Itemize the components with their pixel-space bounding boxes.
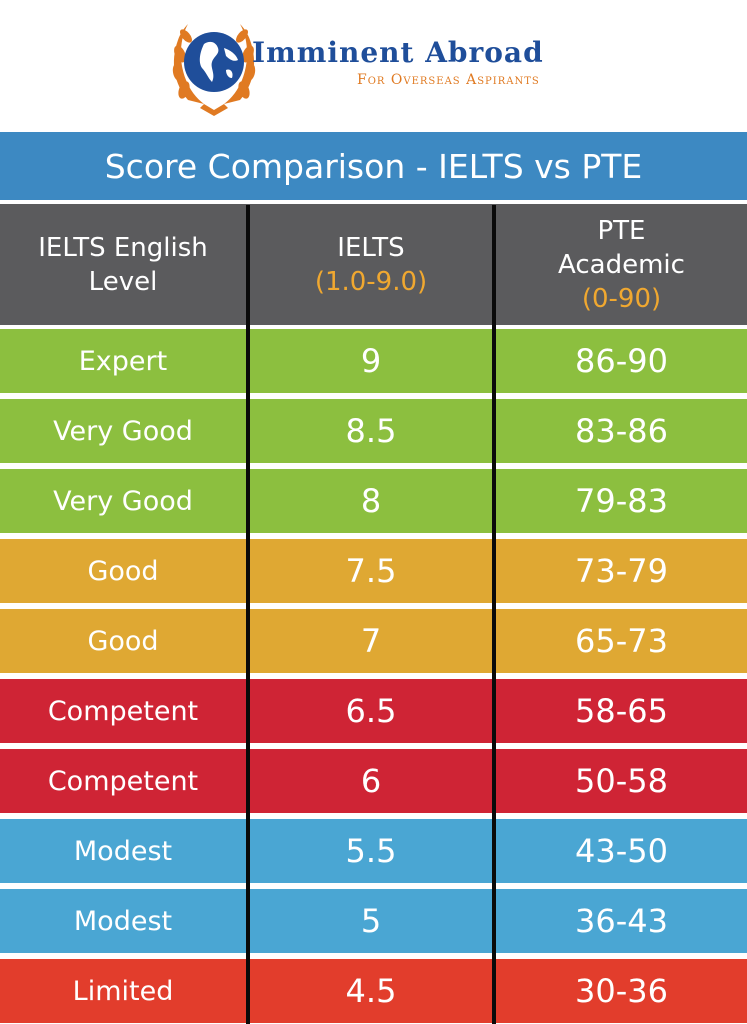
table-row: Good 7 65-73 bbox=[0, 609, 747, 673]
level-cell: Modest bbox=[73, 905, 173, 937]
level-cell: Limited bbox=[72, 975, 174, 1007]
table-row: Modest 5.5 43-50 bbox=[0, 819, 747, 883]
table-row: Very Good 8 79-83 bbox=[0, 469, 747, 533]
header-level-line-2: Level bbox=[88, 266, 158, 297]
table-row: Good 7.5 73-79 bbox=[0, 539, 747, 603]
table-header: IELTS English Level IELTS (1.0-9.0) PTE … bbox=[0, 200, 747, 329]
ielts-score-cell: 6 bbox=[360, 762, 382, 800]
page-title: Score Comparison - IELTS vs PTE bbox=[0, 132, 747, 200]
header-level-line-1: IELTS English bbox=[38, 232, 208, 263]
pte-score-cell: 43-50 bbox=[575, 832, 668, 870]
pte-score-cell: 79-83 bbox=[575, 482, 668, 520]
ielts-score-cell: 5.5 bbox=[345, 832, 397, 870]
level-cell: Very Good bbox=[53, 485, 193, 517]
table-row: Limited 4.5 30-36 bbox=[0, 959, 747, 1023]
pte-score-cell: 83-86 bbox=[575, 412, 668, 450]
pte-score-cell: 65-73 bbox=[575, 622, 668, 660]
level-cell: Very Good bbox=[53, 415, 193, 447]
header-pte-range: (0-90) bbox=[581, 283, 662, 314]
ielts-score-cell: 8.5 bbox=[345, 412, 397, 450]
header-ielts-label: IELTS bbox=[337, 232, 405, 263]
column-divider bbox=[492, 205, 496, 1024]
header-ielts: IELTS (1.0-9.0) bbox=[250, 204, 492, 325]
ielts-score-cell: 9 bbox=[360, 342, 382, 380]
pte-score-cell: 86-90 bbox=[575, 342, 668, 380]
column-divider bbox=[246, 205, 250, 1024]
ielts-score-cell: 5 bbox=[360, 902, 382, 940]
ielts-score-cell: 7.5 bbox=[345, 552, 397, 590]
table-row: Modest 5 36-43 bbox=[0, 889, 747, 953]
ielts-score-cell: 4.5 bbox=[345, 972, 397, 1010]
score-table: Expert 9 86-90 Very Good 8.5 83-86 Very Good 8 7… bbox=[0, 329, 747, 1024]
header-pte: PTE Academic (0-90) bbox=[496, 204, 747, 325]
level-cell: Expert bbox=[78, 345, 168, 377]
pte-score-cell: 36-43 bbox=[575, 902, 668, 940]
level-cell: Competent bbox=[47, 695, 199, 727]
brand-tagline: For Overseas Aspirants bbox=[357, 72, 540, 88]
logo: Imminent Abroad For Overseas Aspirants bbox=[0, 0, 747, 132]
table-row: Expert 9 86-90 bbox=[0, 329, 747, 393]
globe-laurel-icon bbox=[172, 24, 256, 116]
level-cell: Competent bbox=[47, 765, 199, 797]
ielts-score-cell: 7 bbox=[360, 622, 382, 660]
table-row: Competent 6 50-58 bbox=[0, 749, 747, 813]
header-ielts-range: (1.0-9.0) bbox=[314, 266, 428, 297]
pte-score-cell: 50-58 bbox=[575, 762, 668, 800]
ielts-score-cell: 6.5 bbox=[345, 692, 397, 730]
header-pte-label: PTE bbox=[597, 215, 646, 246]
pte-score-cell: 73-79 bbox=[575, 552, 668, 590]
header-level: IELTS English Level bbox=[0, 204, 246, 325]
pte-score-cell: 30-36 bbox=[575, 972, 668, 1010]
ielts-score-cell: 8 bbox=[360, 482, 382, 520]
header-pte-label-2: Academic bbox=[558, 249, 685, 280]
level-cell: Good bbox=[87, 625, 159, 657]
pte-score-cell: 58-65 bbox=[575, 692, 668, 730]
table-row: Competent 6.5 58-65 bbox=[0, 679, 747, 743]
level-cell: Good bbox=[87, 555, 159, 587]
brand-name: Imminent Abroad bbox=[252, 36, 544, 69]
table-row: Very Good 8.5 83-86 bbox=[0, 399, 747, 463]
level-cell: Modest bbox=[73, 835, 173, 867]
